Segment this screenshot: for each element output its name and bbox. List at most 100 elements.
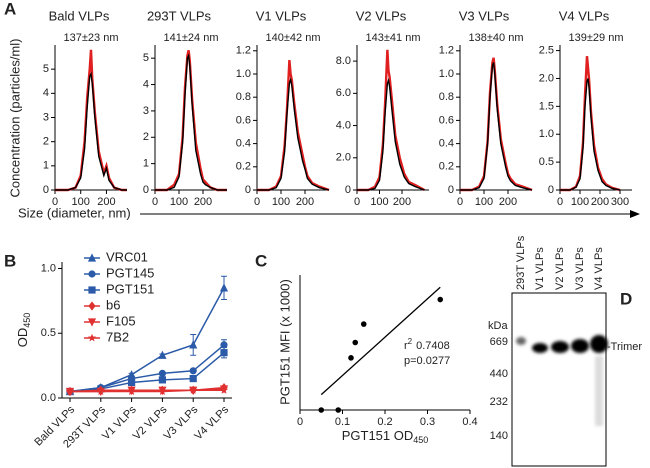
legend-marker — [87, 318, 97, 327]
marker-label: 232 — [490, 396, 508, 408]
series-line — [560, 56, 621, 192]
series-line — [55, 71, 127, 191]
chart-subtitle: 141±24 nm — [164, 32, 219, 44]
x-tick-label: 0 — [52, 196, 58, 208]
marker — [65, 387, 75, 396]
blot-frame — [511, 292, 607, 467]
y-tick-label: 0.2 — [439, 161, 454, 173]
marker — [189, 374, 197, 383]
y-tick-label: 4.0 — [336, 119, 351, 131]
series-line — [155, 52, 227, 191]
legend-marker — [88, 270, 96, 278]
arrow-head — [630, 210, 640, 218]
marker — [189, 367, 197, 375]
marker — [189, 385, 198, 394]
legend-label: PGT145 — [106, 265, 154, 280]
y-tick-label: 0 — [143, 184, 149, 196]
y-tick-label: 2.5 — [539, 44, 554, 56]
marker — [219, 385, 229, 394]
series-line — [70, 389, 224, 393]
y-tick-label: 1.0 — [41, 262, 56, 274]
chart-title: V3 VLPs — [459, 8, 510, 23]
point — [335, 407, 342, 413]
legend-label: b6 — [106, 297, 120, 312]
y-tick-label: 1 — [43, 160, 49, 172]
marker — [127, 387, 136, 396]
label-part: OD — [15, 328, 30, 348]
x-tick-label: 200 — [194, 196, 212, 208]
x-tick-label: 0 — [297, 416, 303, 428]
marker — [220, 341, 228, 349]
series-line — [155, 50, 227, 192]
legend-marker — [88, 301, 96, 311]
y-tick-label: 1.0 — [539, 128, 554, 140]
x-axis-label: PGT151 OD450 — [342, 428, 429, 445]
y-axis-label: Concentration (particles/ml) — [7, 39, 22, 198]
x-axis-label: Size (diameter, nm) — [18, 205, 131, 220]
y-tick-label: 2 — [43, 136, 49, 148]
point — [318, 407, 325, 413]
series-line — [460, 62, 533, 191]
x-tick-label: 300 — [611, 196, 629, 208]
chart-subtitle: 138±40 nm — [469, 32, 524, 44]
x-tick-label: V4 VLPs — [192, 403, 231, 442]
point — [437, 296, 444, 303]
legend-marker — [87, 253, 97, 262]
x-tick-label: 0.3 — [420, 416, 435, 428]
series-line — [357, 49, 426, 192]
series-line — [55, 49, 127, 192]
marker-label: 440 — [490, 368, 508, 380]
x-tick-label: 0 — [354, 196, 360, 208]
marker — [96, 387, 105, 396]
x-tick-label: 100 — [475, 196, 493, 208]
y-tick-label: 2.0 — [336, 152, 351, 164]
marker-label: 669 — [490, 336, 508, 348]
x-tick-label: 200 — [97, 196, 115, 208]
chart-subtitle: 139±29 nm — [569, 32, 624, 44]
series-line — [69, 352, 225, 393]
y-tick-label: 0.4 — [439, 138, 454, 150]
y-tick-label: 0 — [448, 184, 454, 196]
series-line — [460, 57, 533, 192]
y-axis-label: PGT151 MFI (x 1000) — [277, 279, 292, 405]
band-label: -Trimer — [607, 341, 642, 353]
series-line — [560, 78, 621, 191]
chart-subtitle: 143±41 nm — [366, 32, 421, 44]
fit-line — [320, 286, 441, 396]
x-tick-label: 0 — [152, 196, 158, 208]
series-line — [257, 77, 330, 191]
marker — [158, 387, 167, 396]
y-tick-label: 0 — [548, 184, 554, 196]
y-tick-label: 5 — [143, 52, 149, 64]
legend-label: 7B2 — [106, 329, 129, 344]
marker — [158, 369, 166, 377]
y-tick-label: 1 — [143, 158, 149, 170]
y-tick-label: 0.2 — [236, 161, 251, 173]
chart-title: 293T VLPs — [147, 8, 212, 23]
lane-label: 293T VLPs — [515, 235, 527, 290]
y-tick-label: 0.4 — [236, 138, 251, 150]
annotation-part: r — [404, 340, 408, 352]
x-tick-label: 100 — [272, 196, 290, 208]
blot-unit: kDa — [488, 320, 508, 332]
legend-label: VRC01 — [106, 249, 148, 264]
panel-letter: C — [255, 251, 267, 270]
y-tick-label: 3 — [43, 111, 49, 123]
y-tick-label: 0.8 — [439, 91, 454, 103]
panel-letter: B — [4, 251, 16, 270]
annotation: p=0.0277 — [404, 355, 450, 367]
blot-band — [551, 341, 569, 353]
y-tick-label: 0.8 — [236, 91, 251, 103]
y-tick-label: 0.5 — [41, 327, 56, 339]
marker — [219, 283, 229, 292]
x-tick-label: 0.1 — [335, 416, 350, 428]
x-tick-label: 0 — [557, 196, 563, 208]
lane-label: V1 VLPs — [534, 247, 546, 290]
label-part: 450 — [413, 435, 428, 445]
y-tick-label: 1.2 — [236, 45, 251, 57]
annotation-part: 2 — [408, 337, 413, 346]
x-tick-label: 200 — [296, 196, 314, 208]
point — [360, 321, 367, 327]
point — [348, 355, 354, 361]
